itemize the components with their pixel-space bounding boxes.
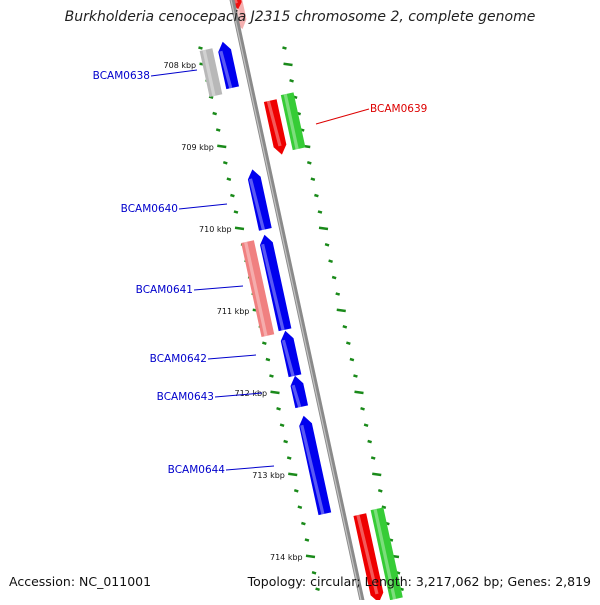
gene-arrow-bcam0641 [260,234,292,332]
tick-mark [311,571,317,575]
tick-mark [360,407,365,411]
tick-mark [331,275,337,280]
gene-arrow [353,513,384,603]
tick-mark [269,374,274,378]
gene-label-bcam0640[interactable]: BCAM0640 [121,203,178,215]
genome-summary-text: Topology: circular; Length: 3,217,062 bp… [247,574,591,589]
gene-leader-line [315,108,370,125]
tick-mark [367,439,373,444]
tick-mark [265,357,271,362]
gene-label-bcam0642[interactable]: BCAM0642 [150,353,207,365]
tick-mark [222,161,228,165]
gene-arrow-bcam0640 [247,169,272,231]
tick-mark [226,177,232,181]
gene-leader-line [150,69,198,77]
tick-mark [345,341,351,345]
tick-track-outer [282,46,404,591]
gene-leader-line [225,465,275,471]
tick-mark [315,587,320,591]
gene-arrow-bcam0638 [218,41,240,90]
tick-mark [306,161,312,165]
tick-mark [335,292,341,296]
chromosome-backbone [229,0,366,605]
tick-mark [234,226,245,231]
tick-mark [297,505,303,509]
gene-arrow-bcam0639 [263,99,287,155]
cds-arrow [199,48,223,97]
tick-mark [282,46,287,50]
gene-leader-line [178,203,228,210]
tick-mark [342,325,348,329]
tick-mark [310,177,316,181]
tick-mark [324,243,330,247]
cds-arrow [280,92,306,151]
gene-label-bcam0643[interactable]: BCAM0643 [157,391,214,403]
tick-mark [317,210,323,214]
tick-mark [301,521,306,526]
gene-label-bcam0644[interactable]: BCAM0644 [168,464,226,476]
gene-leader-line [207,354,257,360]
tick-mark [293,489,299,493]
gene-label-bcam0639[interactable]: BCAM0639 [370,103,427,115]
tick-mark [328,259,333,263]
kbp-scale-label: 709 kbp [181,143,214,152]
tick-mark [354,390,364,395]
tick-mark [198,46,203,50]
tick-mark [261,341,267,345]
kbp-scale-label: 711 kbp [217,307,250,316]
tick-mark [279,423,285,427]
tick-mark [305,554,316,559]
kbp-scale-label: 714 kbp [270,553,303,562]
tick-mark [381,505,387,509]
tick-mark [286,456,292,460]
gene-arrow-bcam0644 [299,415,332,516]
tick-mark [370,456,376,460]
tick-mark [233,210,239,214]
gene-leader-line [214,392,263,398]
tick-mark [217,144,227,149]
gene-label-bcam0641[interactable]: BCAM0641 [136,284,193,296]
tick-mark [377,489,383,493]
tick-mark [212,111,218,116]
kbp-scale-label: 710 kbp [199,225,232,234]
kbp-scale-label: 713 kbp [252,471,285,480]
tick-mark [314,193,319,198]
tick-mark [276,407,281,411]
feature-track [199,0,403,603]
map-title: Burkholderia cenocepacia J2315 chromosom… [64,9,536,25]
tick-mark [336,308,346,313]
gene-label-bcam0638[interactable]: BCAM0638 [93,70,150,82]
gene-arrow-bcam0642 [280,330,302,378]
gene-leader-line [193,285,244,291]
tick-mark [230,193,235,198]
tick-mark [288,472,298,477]
tick-mark [283,439,289,444]
tick-mark [215,128,221,132]
kbp-scale-label: 708 kbp [164,61,197,70]
tick-mark [349,357,355,362]
tick-mark [270,390,280,395]
tick-mark [304,538,310,542]
cds-arrow [241,240,275,337]
tick-mark [289,79,294,83]
accession-text: Accession: NC_011001 [9,574,152,589]
tick-mark [353,374,358,378]
tick-mark [363,423,369,427]
gene-arrow-bcam0643 [290,375,309,409]
cds-arrow [370,507,403,601]
tick-mark [318,226,329,231]
tick-mark [372,472,382,477]
tick-mark [283,62,293,67]
